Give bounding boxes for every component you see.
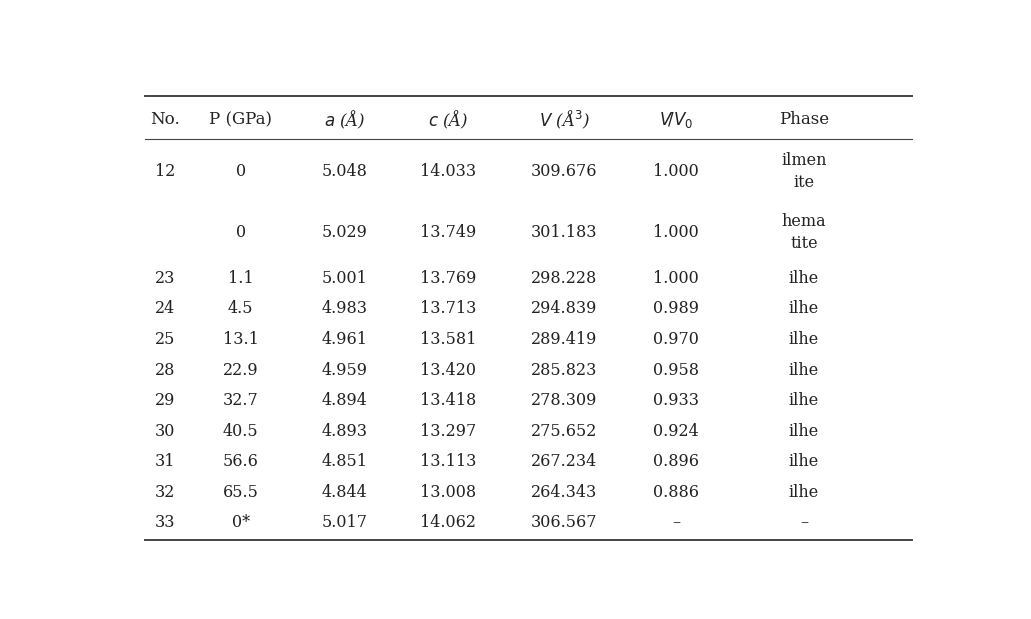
Text: 65.5: 65.5 — [223, 483, 259, 501]
Text: 13.297: 13.297 — [421, 423, 476, 439]
Text: 13.420: 13.420 — [421, 361, 476, 379]
Text: –: – — [800, 514, 808, 531]
Text: 13.581: 13.581 — [421, 331, 476, 348]
Text: 4.893: 4.893 — [322, 423, 368, 439]
Text: 29: 29 — [155, 392, 175, 409]
Text: 13.1: 13.1 — [223, 331, 259, 348]
Text: 0.970: 0.970 — [654, 331, 699, 348]
Text: ilhe: ilhe — [789, 361, 820, 379]
Text: 301.183: 301.183 — [531, 224, 598, 241]
Text: ilhe: ilhe — [789, 331, 820, 348]
Text: 13.713: 13.713 — [421, 300, 476, 318]
Text: 13.418: 13.418 — [421, 392, 476, 409]
Text: 0.924: 0.924 — [654, 423, 699, 439]
Text: 33: 33 — [155, 514, 175, 531]
Text: 13.769: 13.769 — [421, 270, 476, 287]
Text: 5.017: 5.017 — [322, 514, 368, 531]
Text: 5.001: 5.001 — [322, 270, 367, 287]
Text: 13.113: 13.113 — [421, 453, 476, 470]
Text: 285.823: 285.823 — [531, 361, 598, 379]
Text: 24: 24 — [155, 300, 175, 318]
Text: 32.7: 32.7 — [223, 392, 259, 409]
Text: 23: 23 — [155, 270, 175, 287]
Text: 14.062: 14.062 — [421, 514, 476, 531]
Text: No.: No. — [149, 111, 179, 128]
Text: 28: 28 — [155, 361, 175, 379]
Text: 5.029: 5.029 — [322, 224, 367, 241]
Text: 294.839: 294.839 — [531, 300, 598, 318]
Text: 32: 32 — [155, 483, 175, 501]
Text: 4.851: 4.851 — [322, 453, 368, 470]
Text: ilhe: ilhe — [789, 483, 820, 501]
Text: 289.419: 289.419 — [531, 331, 598, 348]
Text: 0.896: 0.896 — [654, 453, 699, 470]
Text: ilhe: ilhe — [789, 392, 820, 409]
Text: 0.989: 0.989 — [654, 300, 699, 318]
Text: 309.676: 309.676 — [531, 163, 598, 180]
Text: 278.309: 278.309 — [531, 392, 598, 409]
Text: 4.894: 4.894 — [322, 392, 367, 409]
Text: 14.033: 14.033 — [421, 163, 476, 180]
Text: 13.008: 13.008 — [421, 483, 476, 501]
Text: 12: 12 — [155, 163, 175, 180]
Text: 30: 30 — [155, 423, 175, 439]
Text: 1.000: 1.000 — [654, 224, 699, 241]
Text: 4.5: 4.5 — [228, 300, 254, 318]
Text: $a$ (Å): $a$ (Å) — [324, 108, 365, 131]
Text: 1.1: 1.1 — [228, 270, 254, 287]
Text: 0.933: 0.933 — [654, 392, 699, 409]
Text: $V\!/V_0$: $V\!/V_0$ — [659, 110, 693, 129]
Text: 0*: 0* — [232, 514, 250, 531]
Text: 1.000: 1.000 — [654, 270, 699, 287]
Text: 31: 31 — [155, 453, 175, 470]
Text: 4.959: 4.959 — [322, 361, 368, 379]
Text: 1.000: 1.000 — [654, 163, 699, 180]
Text: 56.6: 56.6 — [223, 453, 259, 470]
Text: 4.844: 4.844 — [322, 483, 367, 501]
Text: 40.5: 40.5 — [223, 423, 259, 439]
Text: 264.343: 264.343 — [531, 483, 598, 501]
Text: 306.567: 306.567 — [531, 514, 598, 531]
Text: 0: 0 — [236, 163, 245, 180]
Text: ilmen
ite: ilmen ite — [781, 152, 827, 191]
Text: P (GPa): P (GPa) — [209, 111, 272, 128]
Text: $c$ (Å): $c$ (Å) — [428, 108, 469, 131]
Text: 13.749: 13.749 — [421, 224, 476, 241]
Text: hema
tite: hema tite — [781, 213, 827, 252]
Text: 275.652: 275.652 — [531, 423, 598, 439]
Text: 298.228: 298.228 — [531, 270, 598, 287]
Text: –: – — [672, 514, 680, 531]
Text: 267.234: 267.234 — [531, 453, 598, 470]
Text: ilhe: ilhe — [789, 423, 820, 439]
Text: 0.958: 0.958 — [654, 361, 699, 379]
Text: Phase: Phase — [779, 111, 829, 128]
Text: 22.9: 22.9 — [223, 361, 259, 379]
Text: ilhe: ilhe — [789, 270, 820, 287]
Text: 5.048: 5.048 — [322, 163, 367, 180]
Text: 0: 0 — [236, 224, 245, 241]
Text: 0.886: 0.886 — [654, 483, 699, 501]
Text: ilhe: ilhe — [789, 300, 820, 318]
Text: 4.961: 4.961 — [322, 331, 368, 348]
Text: 25: 25 — [155, 331, 175, 348]
Text: ilhe: ilhe — [789, 453, 820, 470]
Text: 4.983: 4.983 — [322, 300, 368, 318]
Text: $V$ (Å$^3$): $V$ (Å$^3$) — [539, 108, 590, 131]
